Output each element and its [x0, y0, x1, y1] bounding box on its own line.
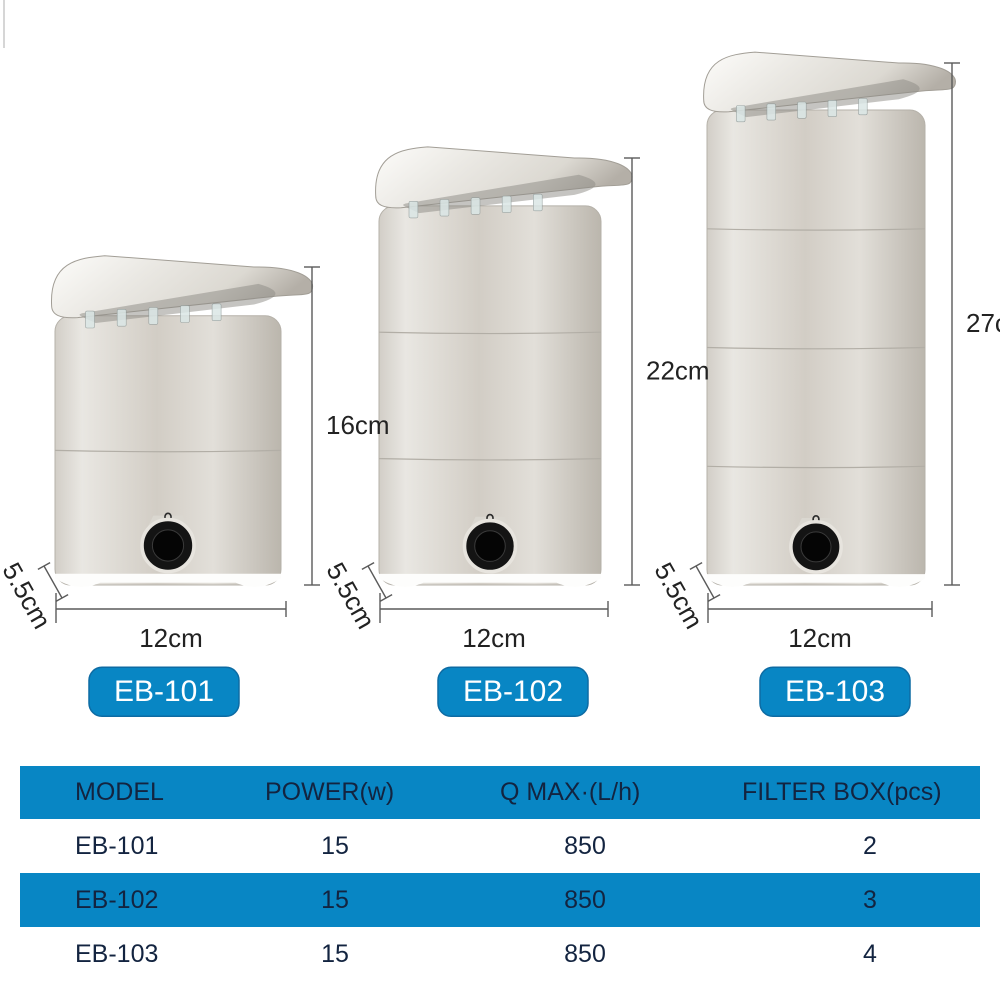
- svg-text:5.5cm: 5.5cm: [320, 557, 381, 633]
- svg-text:EB-102: EB-102: [463, 675, 563, 708]
- svg-text:27cm: 27cm: [966, 308, 1000, 338]
- svg-text:EB-101: EB-101: [114, 675, 214, 708]
- svg-text:12cm: 12cm: [462, 623, 526, 653]
- svg-text:EB-103: EB-103: [785, 675, 885, 708]
- svg-text:12cm: 12cm: [139, 623, 203, 653]
- svg-text:12cm: 12cm: [788, 623, 852, 653]
- svg-text:5.5cm: 5.5cm: [648, 557, 709, 633]
- svg-text:5.5cm: 5.5cm: [0, 557, 57, 633]
- svg-text:16cm: 16cm: [326, 410, 390, 440]
- svg-text:22cm: 22cm: [646, 356, 710, 386]
